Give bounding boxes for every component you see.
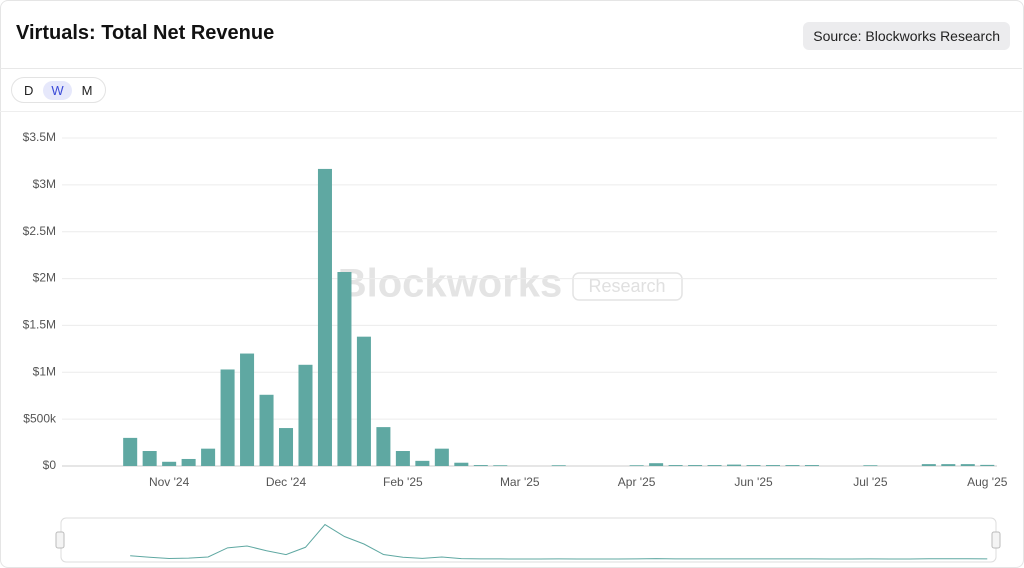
bar <box>337 272 352 466</box>
bar <box>259 394 274 466</box>
bar <box>376 427 391 466</box>
bar <box>980 464 995 466</box>
x-tick-label: Jun '25 <box>734 475 773 489</box>
bar <box>765 465 781 466</box>
bar <box>863 465 878 466</box>
y-tick-label: $3.5M <box>23 130 56 144</box>
bar <box>298 364 313 466</box>
interval-option[interactable]: W <box>43 80 72 100</box>
x-tick-label: Aug '25 <box>967 475 1008 489</box>
x-tick-label: Jul '25 <box>853 475 888 489</box>
bar <box>317 168 332 466</box>
bar <box>746 465 761 466</box>
x-tick-label: Mar '25 <box>500 475 540 489</box>
bar <box>454 462 469 466</box>
watermark-tag: Research <box>588 276 665 296</box>
bar <box>804 465 819 466</box>
bar <box>220 369 235 466</box>
bar <box>123 437 138 466</box>
bar <box>240 353 255 466</box>
bar <box>201 448 216 466</box>
x-tick-label: Nov '24 <box>149 475 190 489</box>
interval-option[interactable]: D <box>24 82 34 98</box>
watermark-brand: Blockworks <box>338 262 563 306</box>
bar <box>278 428 294 466</box>
bar <box>434 448 449 466</box>
bar <box>688 465 703 466</box>
title: Virtuals: Total Net Revenue <box>16 22 275 44</box>
y-tick-label: $0 <box>43 458 57 472</box>
bar <box>551 465 566 466</box>
y-tick-label: $2.5M <box>23 224 56 238</box>
bar <box>395 451 410 466</box>
navigator-handle[interactable] <box>55 531 65 549</box>
y-tick-label: $3M <box>33 177 56 191</box>
bar <box>649 463 664 466</box>
bar <box>356 336 371 466</box>
bar <box>162 461 177 466</box>
bar <box>960 464 975 466</box>
x-tick-label: Dec '24 <box>266 475 307 489</box>
y-tick-label: $2M <box>33 271 56 285</box>
header: Virtuals: Total Net Revenue Source: Bloc… <box>0 0 1022 69</box>
y-tick-label: $1M <box>33 364 56 378</box>
bar <box>181 458 196 466</box>
interval-option[interactable]: M <box>81 82 93 98</box>
watermark-box <box>572 272 683 301</box>
navigator-line <box>130 523 988 560</box>
navigator[interactable] <box>60 517 997 563</box>
source-badge[interactable]: Source: Blockworks Research <box>803 22 1010 50</box>
bar <box>727 464 742 466</box>
bar <box>668 465 683 466</box>
bar <box>921 464 936 466</box>
bar <box>415 460 430 466</box>
bar <box>493 465 508 466</box>
x-tick-label: Feb '25 <box>383 475 423 489</box>
y-tick-label: $500k <box>23 411 57 425</box>
y-tick-label: $1.5M <box>23 318 56 332</box>
bar <box>785 465 800 466</box>
bar <box>473 465 488 466</box>
bar <box>629 465 644 466</box>
bar <box>707 465 722 466</box>
bar <box>941 464 956 466</box>
x-tick-label: Apr '25 <box>618 475 656 489</box>
bar <box>142 451 157 466</box>
navigator-handle[interactable] <box>991 531 1001 549</box>
